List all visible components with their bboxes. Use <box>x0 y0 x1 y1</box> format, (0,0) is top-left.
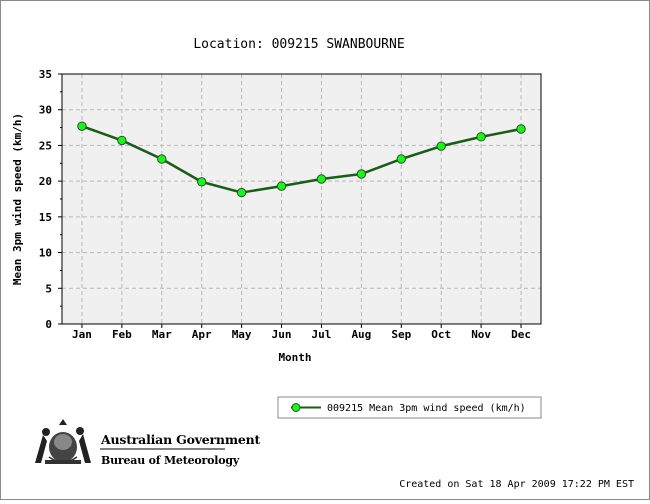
y-tick-label: 10 <box>39 247 52 260</box>
x-tick-label: Dec <box>511 328 531 341</box>
x-tick-label: Nov <box>471 328 491 341</box>
x-tick-label: Jul <box>312 328 332 341</box>
y-tick-label: 0 <box>45 318 52 331</box>
data-point-feb <box>117 135 127 146</box>
legend: 009215 Mean 3pm wind speed (km/h) <box>277 396 542 419</box>
x-tick-label: Jun <box>272 328 292 341</box>
data-point-dec <box>516 124 526 134</box>
y-tick-label: 35 <box>39 68 52 81</box>
y-tick-label: 5 <box>45 282 52 295</box>
data-point-oct <box>436 141 446 151</box>
data-point-jan <box>77 121 87 131</box>
plot-area <box>62 74 541 324</box>
x-axis-label: Month <box>278 351 311 364</box>
y-tick-label: 15 <box>39 211 52 224</box>
series-layer <box>77 121 526 198</box>
coat-of-arms-icon <box>35 419 91 464</box>
x-tick-label: Aug <box>351 328 371 341</box>
x-tick-label: Oct <box>431 328 451 341</box>
data-point-may <box>236 187 247 198</box>
y-tick-label: 25 <box>39 139 52 152</box>
legend-box <box>277 396 542 419</box>
data-point-nov <box>476 132 486 142</box>
data-point-mar <box>157 154 167 164</box>
legend-marker <box>291 403 301 412</box>
data-point-apr <box>197 177 207 187</box>
created-timestamp: Created on Sat 18 Apr 2009 17:22 PM EST <box>399 479 634 490</box>
data-point-aug <box>356 169 367 179</box>
y-tick-label: 30 <box>39 104 52 117</box>
chart-title: Location: 009215 SWANBOURNE <box>193 37 404 52</box>
data-point-jul <box>316 174 327 184</box>
x-tick-label: Apr <box>192 328 212 341</box>
y-tick-label: 20 <box>39 175 52 188</box>
x-tick-label: Mar <box>152 328 172 341</box>
data-point-jun <box>276 181 287 191</box>
x-tick-label: May <box>232 328 252 341</box>
x-tick-label: Feb <box>112 328 132 341</box>
y-axis-ticks: 0 5 10 15 20 25 30 35 <box>39 68 62 331</box>
x-tick-label: Jan <box>72 328 92 341</box>
bom-logo: Australian Government Bureau of Meteorol… <box>35 419 261 467</box>
legend-entry: 009215 Mean 3pm wind speed (km/h) <box>327 403 526 414</box>
data-point-sep <box>396 154 406 164</box>
x-tick-label: Sep <box>391 328 411 341</box>
x-axis-ticks: Jan Feb Mar Apr May Jun Jul Aug Sep Oct Nov Dec <box>72 324 531 341</box>
y-axis-label: Mean 3pm wind speed (km/h) <box>11 113 24 285</box>
logo-text-government: Australian Government <box>100 432 260 447</box>
logo-text-bureau: Bureau of Meteorology <box>101 454 240 467</box>
series-line <box>81 124 522 194</box>
grid-lines <box>62 74 541 324</box>
